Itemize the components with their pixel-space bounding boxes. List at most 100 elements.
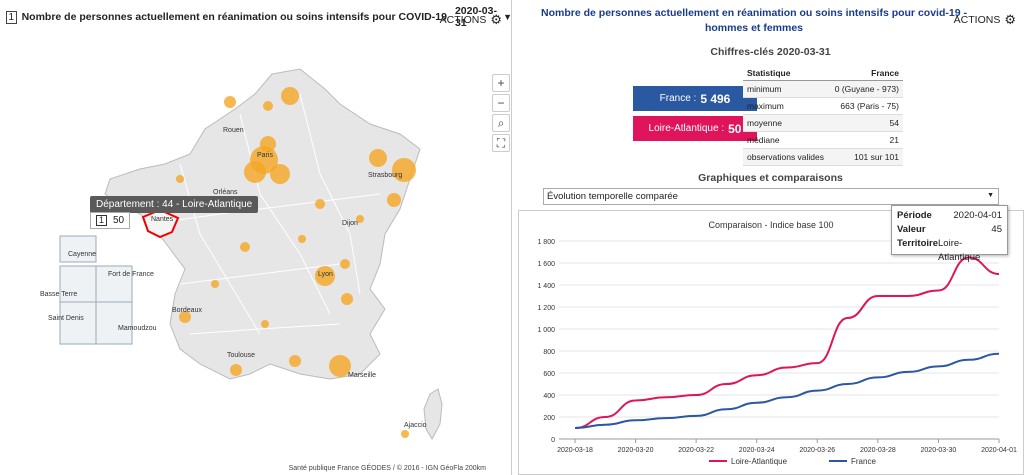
table-row: observations valides 101 sur 101 (743, 148, 903, 166)
y-tick-label: 600 (543, 371, 555, 378)
actions-label: ACTIONS (439, 14, 487, 26)
city-label-toulouse: Toulouse (227, 352, 255, 359)
search-icon[interactable]: ⌕ (492, 114, 510, 132)
y-tick-label: 1 600 (537, 261, 555, 268)
indicator-number-badge: 1 (6, 10, 17, 24)
map-tooltip-value: 1 50 (90, 212, 131, 229)
chart-type-select[interactable]: Évolution temporelle comparée ▼ (543, 188, 999, 205)
stat-label: maximum (743, 97, 830, 115)
x-tick-label: 2020-03-22 (678, 447, 714, 454)
tooltip-value: 50 (113, 215, 125, 226)
bubble (224, 96, 236, 108)
gear-icon[interactable]: ⚙ (1004, 12, 1016, 27)
map-header: 1 Nombre de personnes actuellement en ré… (0, 0, 512, 34)
stat-label: médiane (743, 131, 830, 149)
tooltip-periode-value: 2020-04-01 (953, 210, 1002, 221)
chevron-down-icon[interactable]: ▼ (987, 192, 994, 199)
map-panel: 1 Nombre de personnes actuellement en ré… (0, 0, 512, 475)
city-label-orleans: Orléans (213, 189, 238, 196)
stat-value: 21 (829, 131, 903, 149)
x-tick-label: 2020-04-01 (981, 447, 1017, 454)
x-tick-label: 2020-03-24 (739, 447, 775, 454)
city-label-bordeaux: Bordeaux (172, 307, 202, 314)
comparison-chart: Comparaison - Indice base 100 0 200 400 600 8… (518, 210, 1024, 475)
date-selector[interactable]: 2020-03-31 (454, 5, 497, 29)
city-label-nantes: Nantes (151, 216, 174, 223)
kpi-france-value: 5 496 (700, 91, 731, 106)
gear-icon[interactable]: ⚙ (490, 12, 502, 27)
bubble (230, 364, 242, 376)
bubble (315, 199, 325, 209)
kpi-france: France : 5 496 (633, 86, 757, 111)
bubble (211, 280, 219, 288)
chart-title: Comparaison - Indice base 100 (708, 220, 833, 230)
tooltip-periode-label: Période (897, 210, 932, 221)
city-label-paris: Paris (257, 152, 273, 159)
city-label-rouen: Rouen (223, 127, 244, 134)
overseas-insets (59, 235, 133, 345)
table-row: minimum 0 (Guyane - 973) (743, 80, 903, 98)
bubble (260, 136, 276, 152)
y-tick-label: 1 800 (537, 239, 555, 246)
map-title: Nombre de personnes actuellement en réan… (21, 11, 447, 23)
x-tick-label: 2020-03-18 (557, 447, 593, 454)
france-map[interactable]: Rouen Paris Strasbourg Orléans Nantes Di… (0, 34, 512, 475)
stats-table: Statistique France minimum 0 (Guyane - 97… (743, 66, 903, 166)
zoom-in-button[interactable]: + (492, 74, 510, 92)
city-label-ajaccio: Ajaccio (404, 422, 427, 429)
stats-header-statistique: Statistique (743, 66, 830, 81)
tooltip-territoire-value: Loire-Atlantique (938, 238, 981, 263)
city-label-marseille: Marseille (348, 372, 376, 379)
fullscreen-icon[interactable]: ⛶ (492, 134, 510, 152)
x-tick-label: 2020-03-20 (618, 447, 654, 454)
y-tick-label: 400 (543, 393, 555, 400)
bubble (263, 101, 273, 111)
bubble (261, 320, 269, 328)
tooltip-territoire-label: Territoire (897, 238, 939, 249)
city-label-fort-de-france: Fort de France (108, 271, 154, 278)
tooltip-valeur-value: 45 (991, 224, 1002, 235)
line-chart: Comparaison - Indice base 100 0 200 400 600 8… (537, 220, 1017, 466)
date-caret-icon[interactable]: ▼ (503, 12, 512, 22)
bubble (369, 149, 387, 167)
city-label-cayenne: Cayenne (68, 251, 96, 258)
bubble (387, 193, 401, 207)
x-tick-label: 2020-03-30 (921, 447, 957, 454)
table-row: maximum 663 (Paris - 75) (743, 97, 903, 115)
bubble (356, 215, 364, 223)
city-label-mamoudzou: Mamoudzou (118, 325, 157, 332)
map-actions-button[interactable]: ACTIONS ⚙ (440, 12, 502, 28)
stats-panel: Nombre de personnes actuellement en réan… (517, 0, 1024, 475)
city-label-strasbourg: Strasbourg (368, 172, 402, 179)
tooltip-indicator-badge: 1 (96, 215, 107, 226)
chart-tooltip: Période 2020-04-01 Valeur 45 Territoire Loi… (891, 205, 1008, 263)
city-label-lyon: Lyon (318, 271, 333, 278)
map-tooltip-title: Département : 44 - Loire-Atlantique (90, 196, 259, 213)
tooltip-valeur-label: Valeur (897, 224, 926, 235)
zoom-out-button[interactable]: − (492, 94, 510, 112)
kpi-france-label: France : (659, 93, 697, 104)
bubble (401, 430, 409, 438)
y-tick-label: 800 (543, 349, 555, 356)
kpi-la-label: Loire-Atlantique : (648, 123, 725, 134)
bubble (281, 87, 299, 105)
bubble (176, 175, 184, 183)
stat-value: 101 sur 101 (829, 148, 903, 166)
panel-actions-button[interactable]: ACTIONS ⚙ (954, 12, 1016, 28)
y-tick-label: 0 (551, 437, 555, 444)
kpi-la-value: 50 (728, 121, 742, 136)
map-view[interactable]: Rouen Paris Strasbourg Orléans Nantes Di… (0, 34, 512, 475)
bubble (329, 355, 351, 377)
stats-header-france: France (829, 66, 903, 81)
table-row: médiane 21 (743, 131, 903, 149)
key-figures-title: Chiffres-clés 2020-03-31 (710, 46, 831, 58)
bubble (179, 311, 191, 323)
select-value: Évolution temporelle comparée (547, 191, 678, 202)
bubble (244, 161, 266, 183)
bubble (341, 293, 353, 305)
france-mainland-outline (104, 68, 421, 380)
bubble-layer (176, 87, 416, 438)
city-label-dijon: Dijon (342, 220, 358, 227)
series-line-loire-atlantique (574, 256, 1000, 429)
y-tick-label: 1 000 (537, 327, 555, 334)
